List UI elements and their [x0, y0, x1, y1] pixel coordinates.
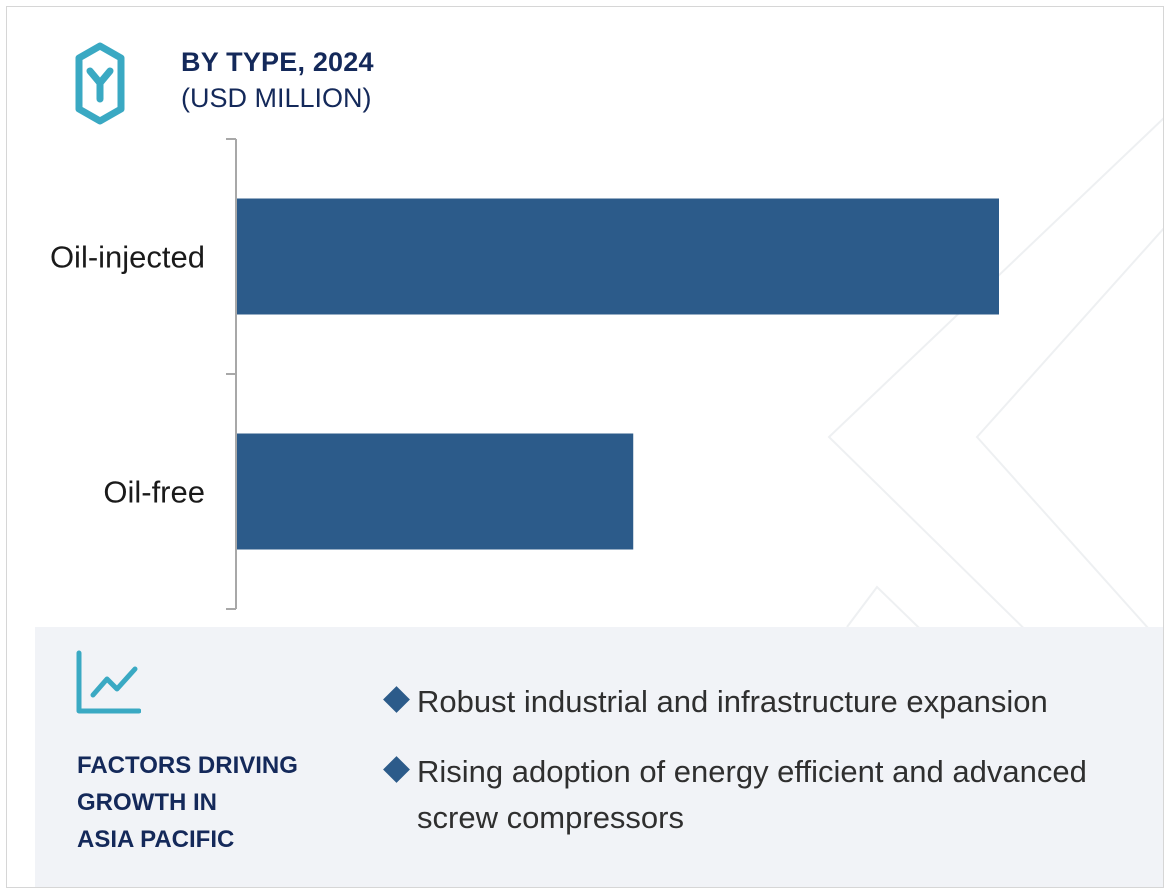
- category-label: Oil-free: [103, 475, 205, 510]
- diamond-bullet-icon: [383, 756, 410, 783]
- factors-panel: FACTORS DRIVING GROWTH IN ASIA PACIFIC R…: [35, 627, 1163, 887]
- factor-text: Robust industrial and infrastructure exp…: [417, 684, 1048, 719]
- factors-title-line: FACTORS DRIVING: [77, 752, 298, 779]
- bar: [237, 433, 634, 550]
- trend-chart-icon: [76, 650, 141, 714]
- chart-title: BY TYPE, 2024: [181, 47, 374, 77]
- factor-text: Rising adoption of energy efficient and …: [417, 754, 1087, 835]
- factor-item: Robust industrial and infrastructure exp…: [381, 679, 1161, 725]
- factor-item: Rising adoption of energy efficient and …: [381, 749, 1161, 841]
- diamond-bullet-icon: [383, 686, 410, 713]
- infographic-card: BY TYPE, 2024 (USD MILLION) Oil-injected…: [6, 6, 1164, 888]
- bar-chart: Oil-injected Oil-free: [50, 138, 999, 610]
- category-label: Oil-injected: [50, 240, 205, 275]
- hexagon-y-logo-icon: [75, 42, 125, 125]
- factor-list: Robust industrial and infrastructure exp…: [381, 679, 1161, 865]
- factors-title: FACTORS DRIVING GROWTH IN ASIA PACIFIC: [77, 747, 357, 858]
- bar: [237, 198, 999, 315]
- category-axis: [226, 138, 237, 610]
- chart-subtitle: (USD MILLION): [181, 83, 372, 113]
- factors-title-line: ASIA PACIFIC: [77, 826, 235, 853]
- factors-title-line: GROWTH IN: [77, 789, 217, 816]
